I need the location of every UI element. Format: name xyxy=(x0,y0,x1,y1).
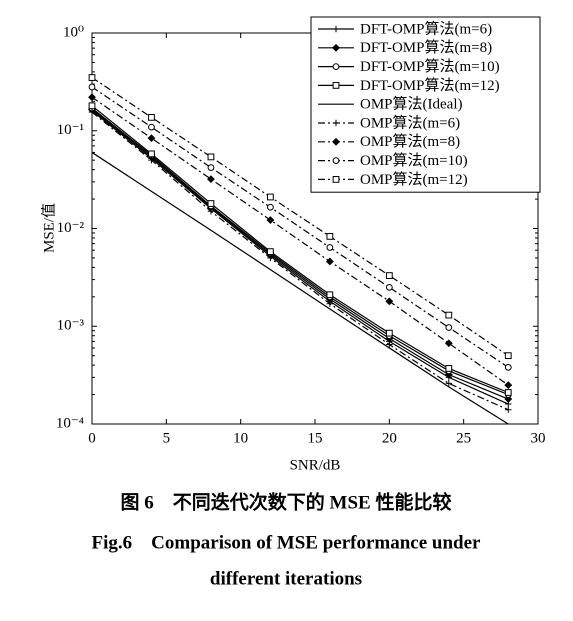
marker xyxy=(148,114,155,121)
x-tick-label: 5 xyxy=(163,430,171,446)
x-tick-label: 30 xyxy=(531,430,546,446)
y-tick-label: 10⁻² xyxy=(57,220,85,236)
x-tick-label: 20 xyxy=(382,430,397,446)
series-line xyxy=(91,109,509,400)
series-line xyxy=(91,107,509,396)
marker xyxy=(148,123,155,131)
series-line xyxy=(91,96,509,386)
marker xyxy=(385,272,393,279)
marker xyxy=(207,164,215,171)
marker xyxy=(445,311,453,319)
x-tick-label: 15 xyxy=(308,430,323,446)
marker xyxy=(332,25,340,33)
x-axis-label: SNR/dB xyxy=(290,457,341,473)
marker xyxy=(504,352,512,360)
series-line xyxy=(91,111,509,411)
legend-label: DFT-OMP算法(m=8) xyxy=(360,38,492,56)
marker xyxy=(505,406,512,413)
y-tick-label: 10⁻¹ xyxy=(57,122,84,138)
marker xyxy=(207,208,215,215)
marker xyxy=(326,300,334,307)
caption: 图 6 不同迭代次数下的 MSE 性能比较 xyxy=(121,490,452,513)
marker xyxy=(148,156,155,164)
marker xyxy=(332,82,340,89)
series-line xyxy=(91,151,509,425)
marker xyxy=(444,339,453,348)
marker xyxy=(148,150,155,158)
series-line xyxy=(91,86,509,368)
legend-label: DFT-OMP算法(m=10) xyxy=(360,57,500,75)
marker xyxy=(267,203,274,211)
x-tick-label: 0 xyxy=(88,430,96,446)
marker xyxy=(88,93,96,102)
x-tick-label: 10 xyxy=(233,430,248,446)
x-tick-label: 25 xyxy=(456,430,471,446)
legend-label: OMP算法(m=6) xyxy=(360,113,460,131)
caption: Fig.6 Comparison of MSE performance unde… xyxy=(92,532,482,553)
y-axis-label: MSE/值 xyxy=(40,203,57,253)
y-tick-label: 10⁻³ xyxy=(57,318,85,334)
marker xyxy=(88,74,96,81)
marker xyxy=(266,216,275,224)
marker xyxy=(147,134,156,143)
marker xyxy=(386,341,393,348)
marker xyxy=(207,175,215,184)
series-line xyxy=(91,110,509,405)
marker xyxy=(88,108,96,116)
marker xyxy=(325,257,334,266)
marker xyxy=(207,153,215,161)
marker xyxy=(88,83,96,91)
marker xyxy=(504,363,512,371)
marker xyxy=(504,381,513,390)
legend-label: DFT-OMP算法(m=12) xyxy=(360,76,500,94)
legend-label: OMP算法(Ideal) xyxy=(360,95,462,113)
marker xyxy=(332,43,340,52)
marker xyxy=(267,254,274,262)
marker xyxy=(332,63,340,70)
marker xyxy=(445,365,453,372)
marker xyxy=(326,233,334,240)
series-line xyxy=(91,77,509,357)
marker xyxy=(332,137,340,146)
legend-label: OMP算法(m=8) xyxy=(360,132,460,150)
legend-label: OMP算法(m=12) xyxy=(360,170,468,188)
caption: different iterations xyxy=(210,568,362,589)
legend-label: DFT-OMP算法(m=6) xyxy=(360,19,492,37)
marker xyxy=(267,248,274,256)
legend-label: OMP算法(m=10) xyxy=(360,151,468,169)
series-line xyxy=(91,105,509,394)
y-tick-label: 10⁻⁴ xyxy=(56,415,84,431)
marker xyxy=(332,157,340,164)
marker xyxy=(207,200,215,207)
y-tick-label: 10⁰ xyxy=(63,24,84,40)
marker xyxy=(88,102,96,110)
marker xyxy=(385,283,393,291)
marker xyxy=(332,176,340,183)
marker xyxy=(385,329,393,337)
marker xyxy=(445,324,453,331)
marker xyxy=(267,193,274,201)
marker xyxy=(504,389,512,396)
marker xyxy=(326,244,334,251)
marker xyxy=(326,291,334,299)
marker xyxy=(385,297,394,306)
marker xyxy=(332,119,340,127)
marker xyxy=(445,380,452,387)
